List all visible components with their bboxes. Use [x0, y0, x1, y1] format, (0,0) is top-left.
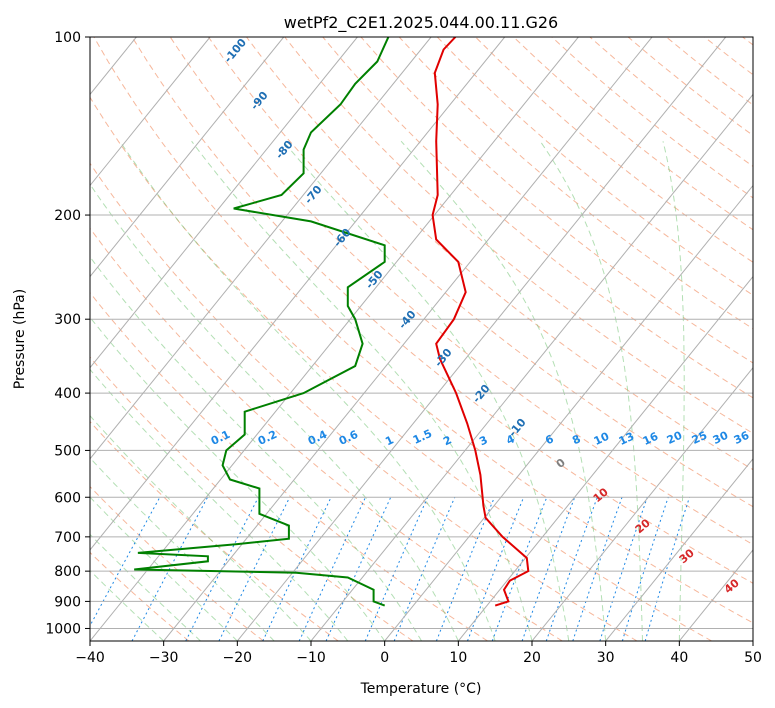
dry-adiabat — [131, 37, 753, 584]
mixing-ratio-line — [545, 497, 598, 641]
mixing-ratio-label: 25 — [690, 429, 709, 447]
dry-adiabat — [90, 420, 339, 641]
mixing-ratio-line — [90, 497, 161, 627]
x-tick-label: −30 — [149, 650, 179, 666]
mixing-ratio-line — [491, 497, 548, 641]
mixing-ratio-line — [298, 497, 366, 641]
mixing-ratio-label: 16 — [641, 430, 661, 448]
isotherm-line — [752, 640, 753, 641]
mixing-ratio-label: 36 — [732, 429, 752, 447]
mixing-ratio-label: 30 — [711, 429, 731, 447]
dry-adiabat — [436, 37, 753, 296]
mixing-ratio-line — [599, 497, 648, 641]
mixing-ratio-label: 10 — [592, 430, 612, 448]
chart-title: wetPf2_C2E1.2025.044.00.11.G26 — [284, 13, 558, 33]
series-line-1 — [134, 37, 390, 607]
y-tick-label: 400 — [54, 386, 81, 402]
isotherm-line — [90, 37, 579, 641]
dry-adiabat — [90, 551, 190, 641]
isotherm-line — [0, 37, 63, 641]
y-tick-label: 100 — [54, 30, 81, 46]
mixing-ratio-line — [364, 497, 429, 641]
dry-adiabat — [93, 37, 753, 624]
dry-adiabat — [90, 291, 488, 641]
mixing-ratio-line — [521, 497, 576, 641]
dry-adiabat — [90, 96, 712, 641]
mixing-ratio-line — [185, 497, 259, 641]
dry-adiabat — [398, 37, 753, 330]
mixing-ratio-line — [325, 497, 392, 641]
x-tick-label: 40 — [670, 650, 688, 666]
y-tick-label: 300 — [54, 312, 81, 328]
isotherm-line — [531, 366, 753, 641]
y-tick-label: 800 — [54, 564, 81, 580]
y-tick-label: 500 — [54, 443, 81, 459]
x-tick-label: 20 — [523, 650, 541, 666]
mixing-ratio-line — [435, 497, 495, 641]
x-tick-label: 30 — [597, 650, 615, 666]
mixing-ratio-line — [218, 497, 291, 641]
series-line-0 — [431, 37, 530, 607]
y-tick-label: 1000 — [45, 621, 81, 637]
isotherm-line — [310, 93, 753, 641]
y-tick-label: 700 — [54, 530, 81, 546]
x-tick-label: −10 — [296, 650, 326, 666]
isotherm-line — [384, 184, 753, 641]
x-tick-label: 50 — [744, 650, 762, 666]
mixing-ratio-line — [572, 497, 623, 641]
x-tick-label: 0 — [380, 650, 389, 666]
dry-adiabat — [207, 37, 753, 508]
axes: −40 −30 −20 −10 0 10 20 30 40 50 100 200 300 400 500 60… — [45, 30, 762, 666]
isotherm-line — [163, 37, 653, 641]
plot-background — [90, 37, 753, 641]
isotherm-line — [90, 37, 211, 187]
y-tick-label: 200 — [54, 208, 81, 224]
isotherm-line — [90, 37, 358, 369]
mixing-ratio-label: 13 — [617, 430, 636, 448]
isotherm-line — [605, 458, 753, 641]
isotherm-line — [90, 37, 285, 278]
mixing-ratio-line — [467, 497, 525, 641]
mixing-ratio-line — [131, 497, 208, 641]
isotherm-line — [90, 37, 432, 460]
x-tick-label: 10 — [449, 650, 467, 666]
dry-adiabat — [90, 162, 638, 641]
x-tick-label: −40 — [75, 650, 105, 666]
mixing-ratio-line — [262, 497, 332, 641]
sounding-profiles — [134, 37, 530, 607]
x-axis-title: Temperature (°C) — [360, 681, 482, 697]
plot-frame — [89, 36, 754, 642]
dry-adiabat — [90, 227, 563, 641]
y-tick-label: 900 — [54, 594, 81, 610]
y-axis-title: Pressure (hPa) — [12, 289, 28, 389]
mixing-ratio-label: 20 — [665, 429, 685, 447]
mixing-ratio-line — [393, 497, 456, 641]
isotherm-line — [457, 275, 753, 641]
isotherm-line — [90, 37, 506, 551]
dry-adiabat — [246, 37, 753, 471]
x-tick-label: −20 — [223, 650, 253, 666]
isotherm-line — [236, 37, 727, 641]
y-tick-label: 600 — [54, 490, 81, 506]
